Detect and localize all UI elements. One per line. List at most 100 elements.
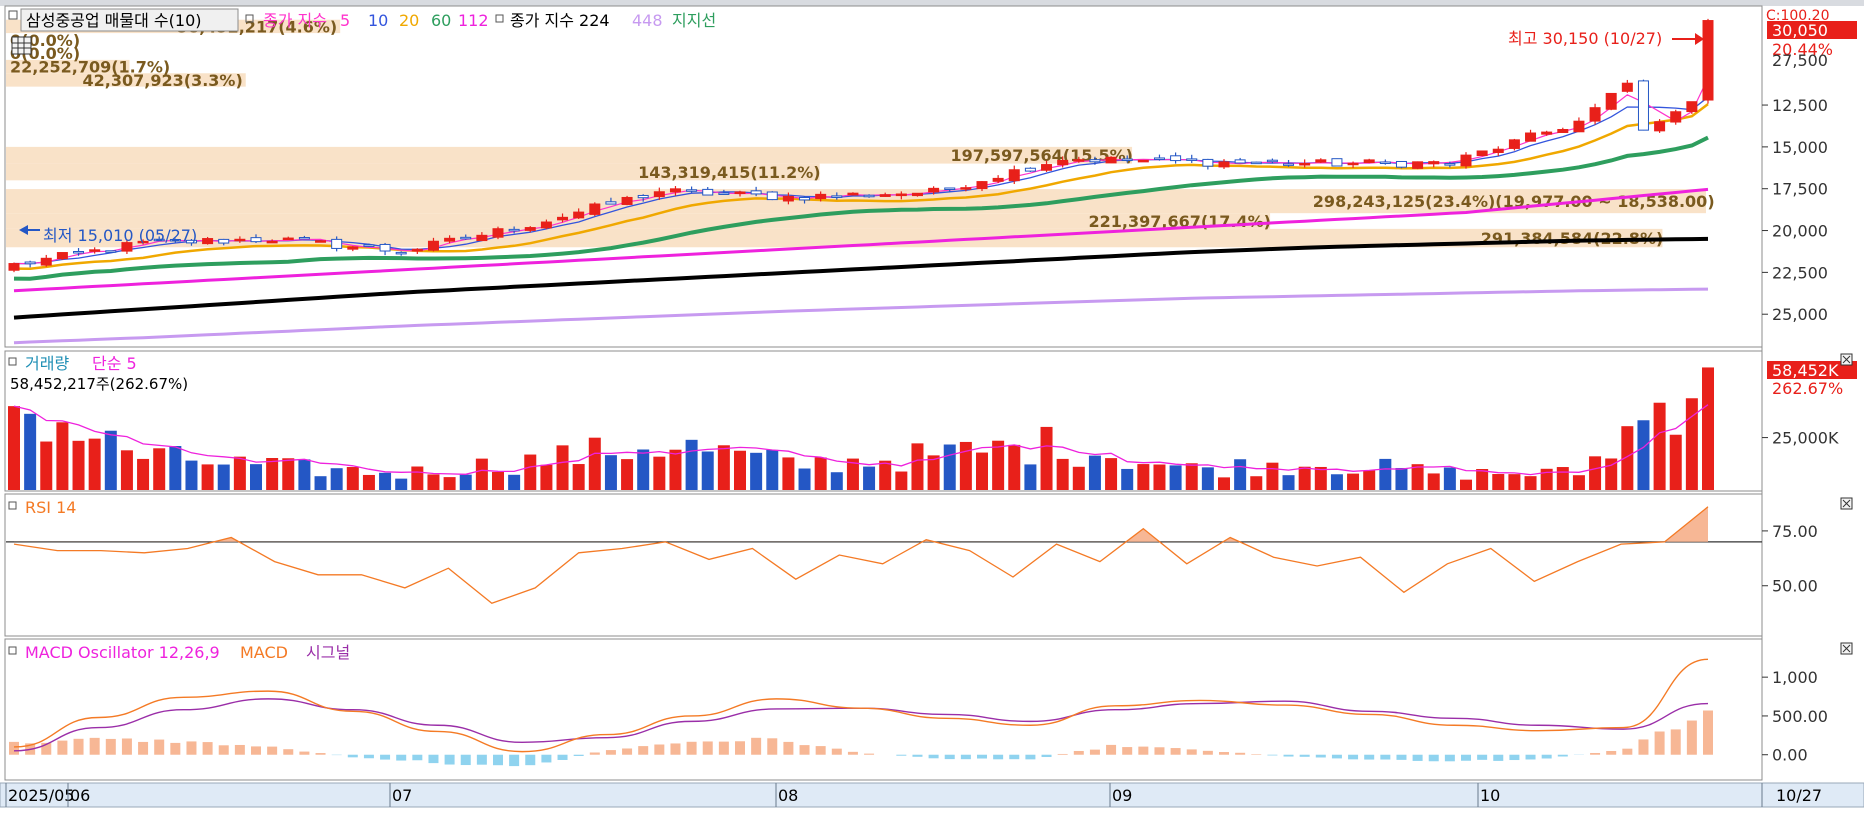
candle-body	[235, 239, 245, 241]
candle-body	[864, 195, 874, 197]
candle-body	[670, 189, 680, 192]
volume-bar	[444, 477, 456, 490]
candle-body	[719, 193, 729, 195]
candle-body	[90, 250, 100, 252]
candle-body	[541, 222, 551, 228]
candle-body	[1364, 160, 1374, 163]
candle-body	[687, 190, 697, 192]
macd-osc-bar	[525, 755, 535, 765]
volume-bar	[202, 464, 214, 490]
candle-body	[364, 245, 374, 247]
volume-bar	[315, 476, 327, 490]
macd-osc-bar	[1187, 749, 1197, 754]
candle-body	[1251, 162, 1261, 164]
candle-body	[509, 229, 519, 231]
close-icon[interactable]	[1841, 643, 1852, 654]
macd-osc-bar	[1267, 755, 1277, 756]
volume-bar	[460, 475, 472, 490]
volume-bar	[1186, 463, 1198, 490]
volume-bar	[895, 472, 907, 490]
volume-tick-label: 25,000K	[1772, 429, 1839, 448]
volume-bar	[395, 479, 407, 490]
macd-osc-bar	[1090, 750, 1100, 755]
macd-osc-bar	[1058, 754, 1068, 755]
volume-bar	[492, 472, 504, 490]
volume-bar	[831, 472, 843, 490]
volume-profile-label: 143,319,415(11.2%)	[638, 163, 820, 182]
candle-body	[1284, 164, 1294, 166]
legend-support: 지지선	[672, 11, 716, 30]
volume-bar	[1492, 474, 1504, 490]
candle-body	[1171, 156, 1181, 161]
macd-tick-label: 500.00	[1772, 707, 1828, 726]
volume-profile-label: 42,307,923(3.3%)	[83, 71, 243, 90]
macd-osc-bar	[638, 746, 648, 755]
close-icon[interactable]	[1841, 354, 1852, 365]
candle-body	[1413, 162, 1423, 169]
macd-osc-bar	[396, 755, 406, 761]
macd-osc-bar	[1042, 755, 1052, 757]
macd-osc-bar	[1606, 751, 1616, 755]
volume-bar	[56, 422, 68, 490]
price-tick-label: 15,000	[1772, 138, 1828, 157]
macd-osc-bar	[1493, 755, 1503, 761]
candle-body	[703, 189, 713, 195]
legend-title[interactable]: 삼성중공업 매물대 수(10)	[26, 11, 202, 30]
macd-osc-bar	[1219, 752, 1229, 755]
volume-bar	[992, 441, 1004, 490]
macd-osc-bar	[1396, 755, 1406, 760]
macd-osc-bar	[977, 755, 987, 759]
volume-bar	[782, 457, 794, 490]
volume-bar	[540, 465, 552, 490]
macd-osc-bar	[929, 755, 939, 759]
volume-bar	[347, 467, 359, 490]
macd-osc-bar	[961, 755, 971, 759]
volume-bar	[734, 451, 746, 490]
candle-body	[1316, 160, 1326, 162]
volume-bar	[24, 414, 36, 490]
macd-osc-bar	[687, 742, 697, 755]
close-icon[interactable]	[1841, 498, 1852, 509]
candle-body	[816, 194, 826, 198]
volume-bar	[169, 446, 181, 490]
macd-osc-bar	[9, 742, 19, 755]
macd-osc-bar	[1171, 748, 1181, 755]
macd-osc-bar	[1558, 755, 1568, 757]
macd-osc-bar	[283, 749, 293, 755]
volume-bar	[1395, 468, 1407, 490]
rsi-title: RSI 14	[25, 498, 76, 517]
candle-body	[9, 264, 19, 271]
macd-osc-bar	[348, 755, 358, 758]
x-label-2025-05: 2025/05	[8, 786, 74, 805]
candle-body	[1558, 129, 1568, 132]
volume-bar	[1041, 427, 1053, 490]
macd-osc-bar	[493, 755, 503, 765]
macd-osc-bar	[848, 752, 858, 755]
volume-bar	[137, 459, 149, 490]
macd-osc-bar	[864, 754, 874, 755]
candle-body	[1122, 159, 1132, 161]
macd-osc-bar	[1622, 749, 1632, 755]
min-price-annotation: 최저 15,010 (05/27)	[19, 225, 197, 245]
grid-icon[interactable]	[12, 37, 31, 54]
macd-osc-bar	[1413, 755, 1423, 761]
macd-osc-bar	[461, 755, 471, 765]
candle-body	[1703, 21, 1713, 100]
volume-bar	[1444, 468, 1456, 490]
candle-body	[1687, 102, 1697, 112]
macd-osc-bar	[316, 753, 326, 755]
volume-bar	[331, 468, 343, 490]
min-price-label: 최저 15,010 (05/27)	[43, 226, 197, 245]
volume-bar	[557, 445, 569, 490]
volume-bar	[1476, 469, 1488, 490]
candle-body	[1219, 162, 1229, 167]
macd-osc-bar	[251, 746, 261, 754]
candle-body	[461, 237, 471, 239]
volume-bar	[1202, 467, 1214, 490]
candle-body	[735, 192, 745, 194]
candle-body	[203, 239, 213, 244]
candle-body	[1622, 83, 1632, 91]
macd-tick-label: 1,000	[1772, 668, 1818, 687]
volume-bar	[1266, 463, 1278, 490]
